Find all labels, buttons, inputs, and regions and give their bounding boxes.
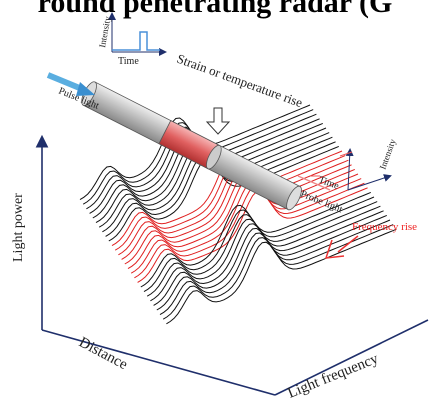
freq-rise-label: Frequency rise <box>352 221 417 233</box>
inset-label: Time <box>118 56 139 67</box>
strain-arrow <box>207 108 229 134</box>
axis-label: Light frequency <box>286 351 382 402</box>
waveform <box>160 220 390 315</box>
waveform <box>134 183 364 278</box>
axis-label: Distance <box>76 334 130 373</box>
waveform <box>163 225 393 320</box>
waveform <box>166 229 396 324</box>
waveform <box>128 174 358 269</box>
waveform <box>131 179 361 274</box>
inset-label: Intensity <box>97 15 112 48</box>
diagram: round penetrating radar (G Intensity Tim… <box>0 0 431 406</box>
axis-label: Light power <box>11 193 26 262</box>
waveform <box>150 206 380 301</box>
strain-label: Strain or temperature rise <box>175 51 305 110</box>
inset-left <box>112 14 165 52</box>
inset-label: Intensity <box>377 137 397 170</box>
title: round penetrating radar (G <box>38 0 393 19</box>
waveform <box>154 211 384 306</box>
waveforms <box>80 105 396 324</box>
